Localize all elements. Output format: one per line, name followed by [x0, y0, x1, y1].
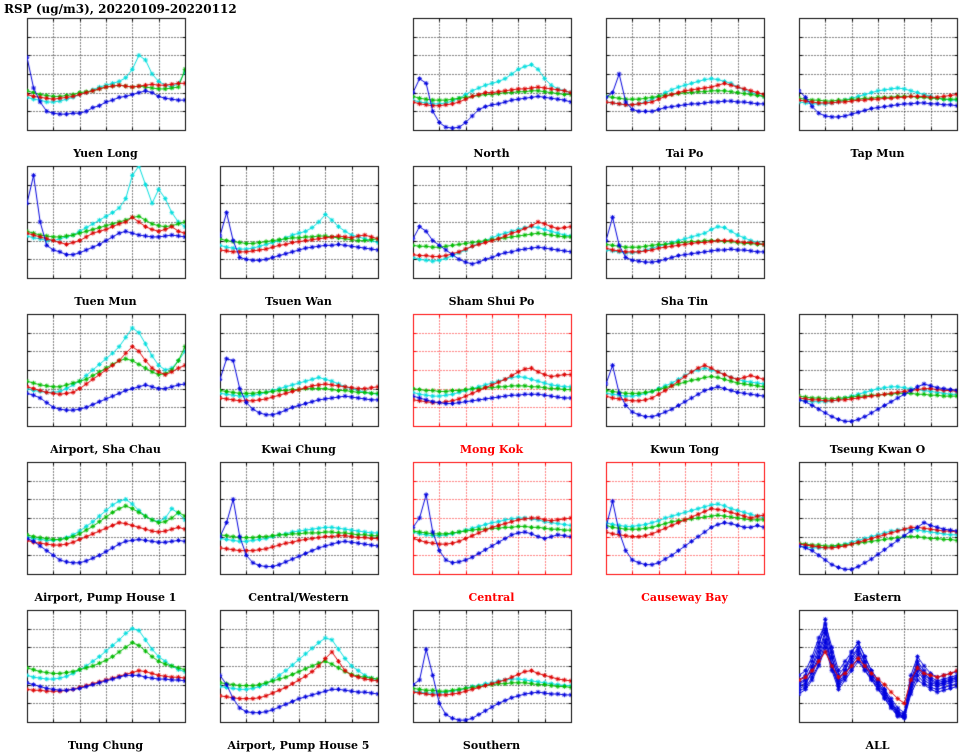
chart-cell: Yuen Long — [0, 12, 193, 160]
chart-title: Eastern — [853, 591, 902, 604]
chart-title: Central/Western — [248, 591, 349, 604]
chart-title: Sham Shui Po — [448, 295, 535, 308]
charts-grid: Yuen Long North Tai Po Tap Mun Tuen Mun … — [0, 12, 965, 752]
chart-title: Southern — [462, 739, 521, 752]
chart-cell: Mong Kok — [386, 308, 579, 456]
chart-title: Tsuen Wan — [265, 295, 332, 308]
chart-canvas — [579, 308, 772, 444]
chart-canvas — [579, 12, 772, 148]
chart-canvas — [0, 308, 193, 444]
chart-canvas — [0, 12, 193, 148]
chart-canvas — [386, 160, 579, 296]
chart-cell: Southern — [386, 604, 579, 752]
chart-title: Sha Tin — [660, 295, 709, 308]
chart-canvas — [579, 456, 772, 592]
chart-title: Kwun Tong — [650, 443, 719, 456]
chart-cell: Tseung Kwan O — [772, 308, 965, 456]
chart-cell: Causeway Bay — [579, 456, 772, 604]
chart-canvas — [193, 456, 386, 592]
chart-title: Central — [468, 591, 515, 604]
chart-cell: Airport, Sha Chau — [0, 308, 193, 456]
chart-canvas — [386, 456, 579, 592]
chart-cell: Central/Western — [193, 456, 386, 604]
chart-title: Causeway Bay — [641, 591, 728, 604]
chart-cell: Tung Chung — [0, 604, 193, 752]
chart-title: Airport, Pump House 1 — [34, 591, 177, 604]
chart-title: Tai Po — [665, 147, 704, 160]
chart-title: Tap Mun — [850, 147, 905, 160]
chart-canvas — [386, 308, 579, 444]
chart-canvas — [0, 456, 193, 592]
chart-canvas — [386, 604, 579, 740]
chart-cell: Central — [386, 456, 579, 604]
chart-cell: Tsuen Wan — [193, 160, 386, 308]
chart-cell: Tai Po — [579, 12, 772, 160]
chart-cell: ALL — [772, 604, 965, 752]
chart-title: Kwai Chung — [261, 443, 336, 456]
chart-cell: Airport, Pump House 5 — [193, 604, 386, 752]
chart-title: Airport, Pump House 5 — [227, 739, 370, 752]
chart-canvas — [772, 12, 965, 148]
chart-cell: Sham Shui Po — [386, 160, 579, 308]
chart-canvas — [193, 604, 386, 740]
chart-cell: Kwai Chung — [193, 308, 386, 456]
chart-title: Airport, Sha Chau — [50, 443, 161, 456]
chart-canvas — [772, 604, 965, 740]
chart-cell: Kwun Tong — [579, 308, 772, 456]
chart-cell: Tuen Mun — [0, 160, 193, 308]
chart-canvas — [0, 160, 193, 296]
chart-title: Tung Chung — [67, 739, 144, 752]
chart-title: Tseung Kwan O — [829, 443, 926, 456]
chart-cell: Tap Mun — [772, 12, 965, 160]
chart-title: North — [473, 147, 510, 160]
chart-canvas — [579, 160, 772, 296]
chart-canvas — [193, 160, 386, 296]
chart-cell: Eastern — [772, 456, 965, 604]
chart-canvas — [0, 604, 193, 740]
chart-canvas — [193, 308, 386, 444]
chart-title: Tuen Mun — [74, 295, 137, 308]
chart-title: ALL — [865, 739, 890, 752]
chart-cell: North — [386, 12, 579, 160]
chart-canvas — [772, 456, 965, 592]
chart-title: Yuen Long — [73, 147, 138, 160]
chart-title: Mong Kok — [459, 443, 524, 456]
chart-cell: Sha Tin — [579, 160, 772, 308]
chart-cell: Airport, Pump House 1 — [0, 456, 193, 604]
chart-canvas — [772, 308, 965, 444]
chart-canvas — [386, 12, 579, 148]
